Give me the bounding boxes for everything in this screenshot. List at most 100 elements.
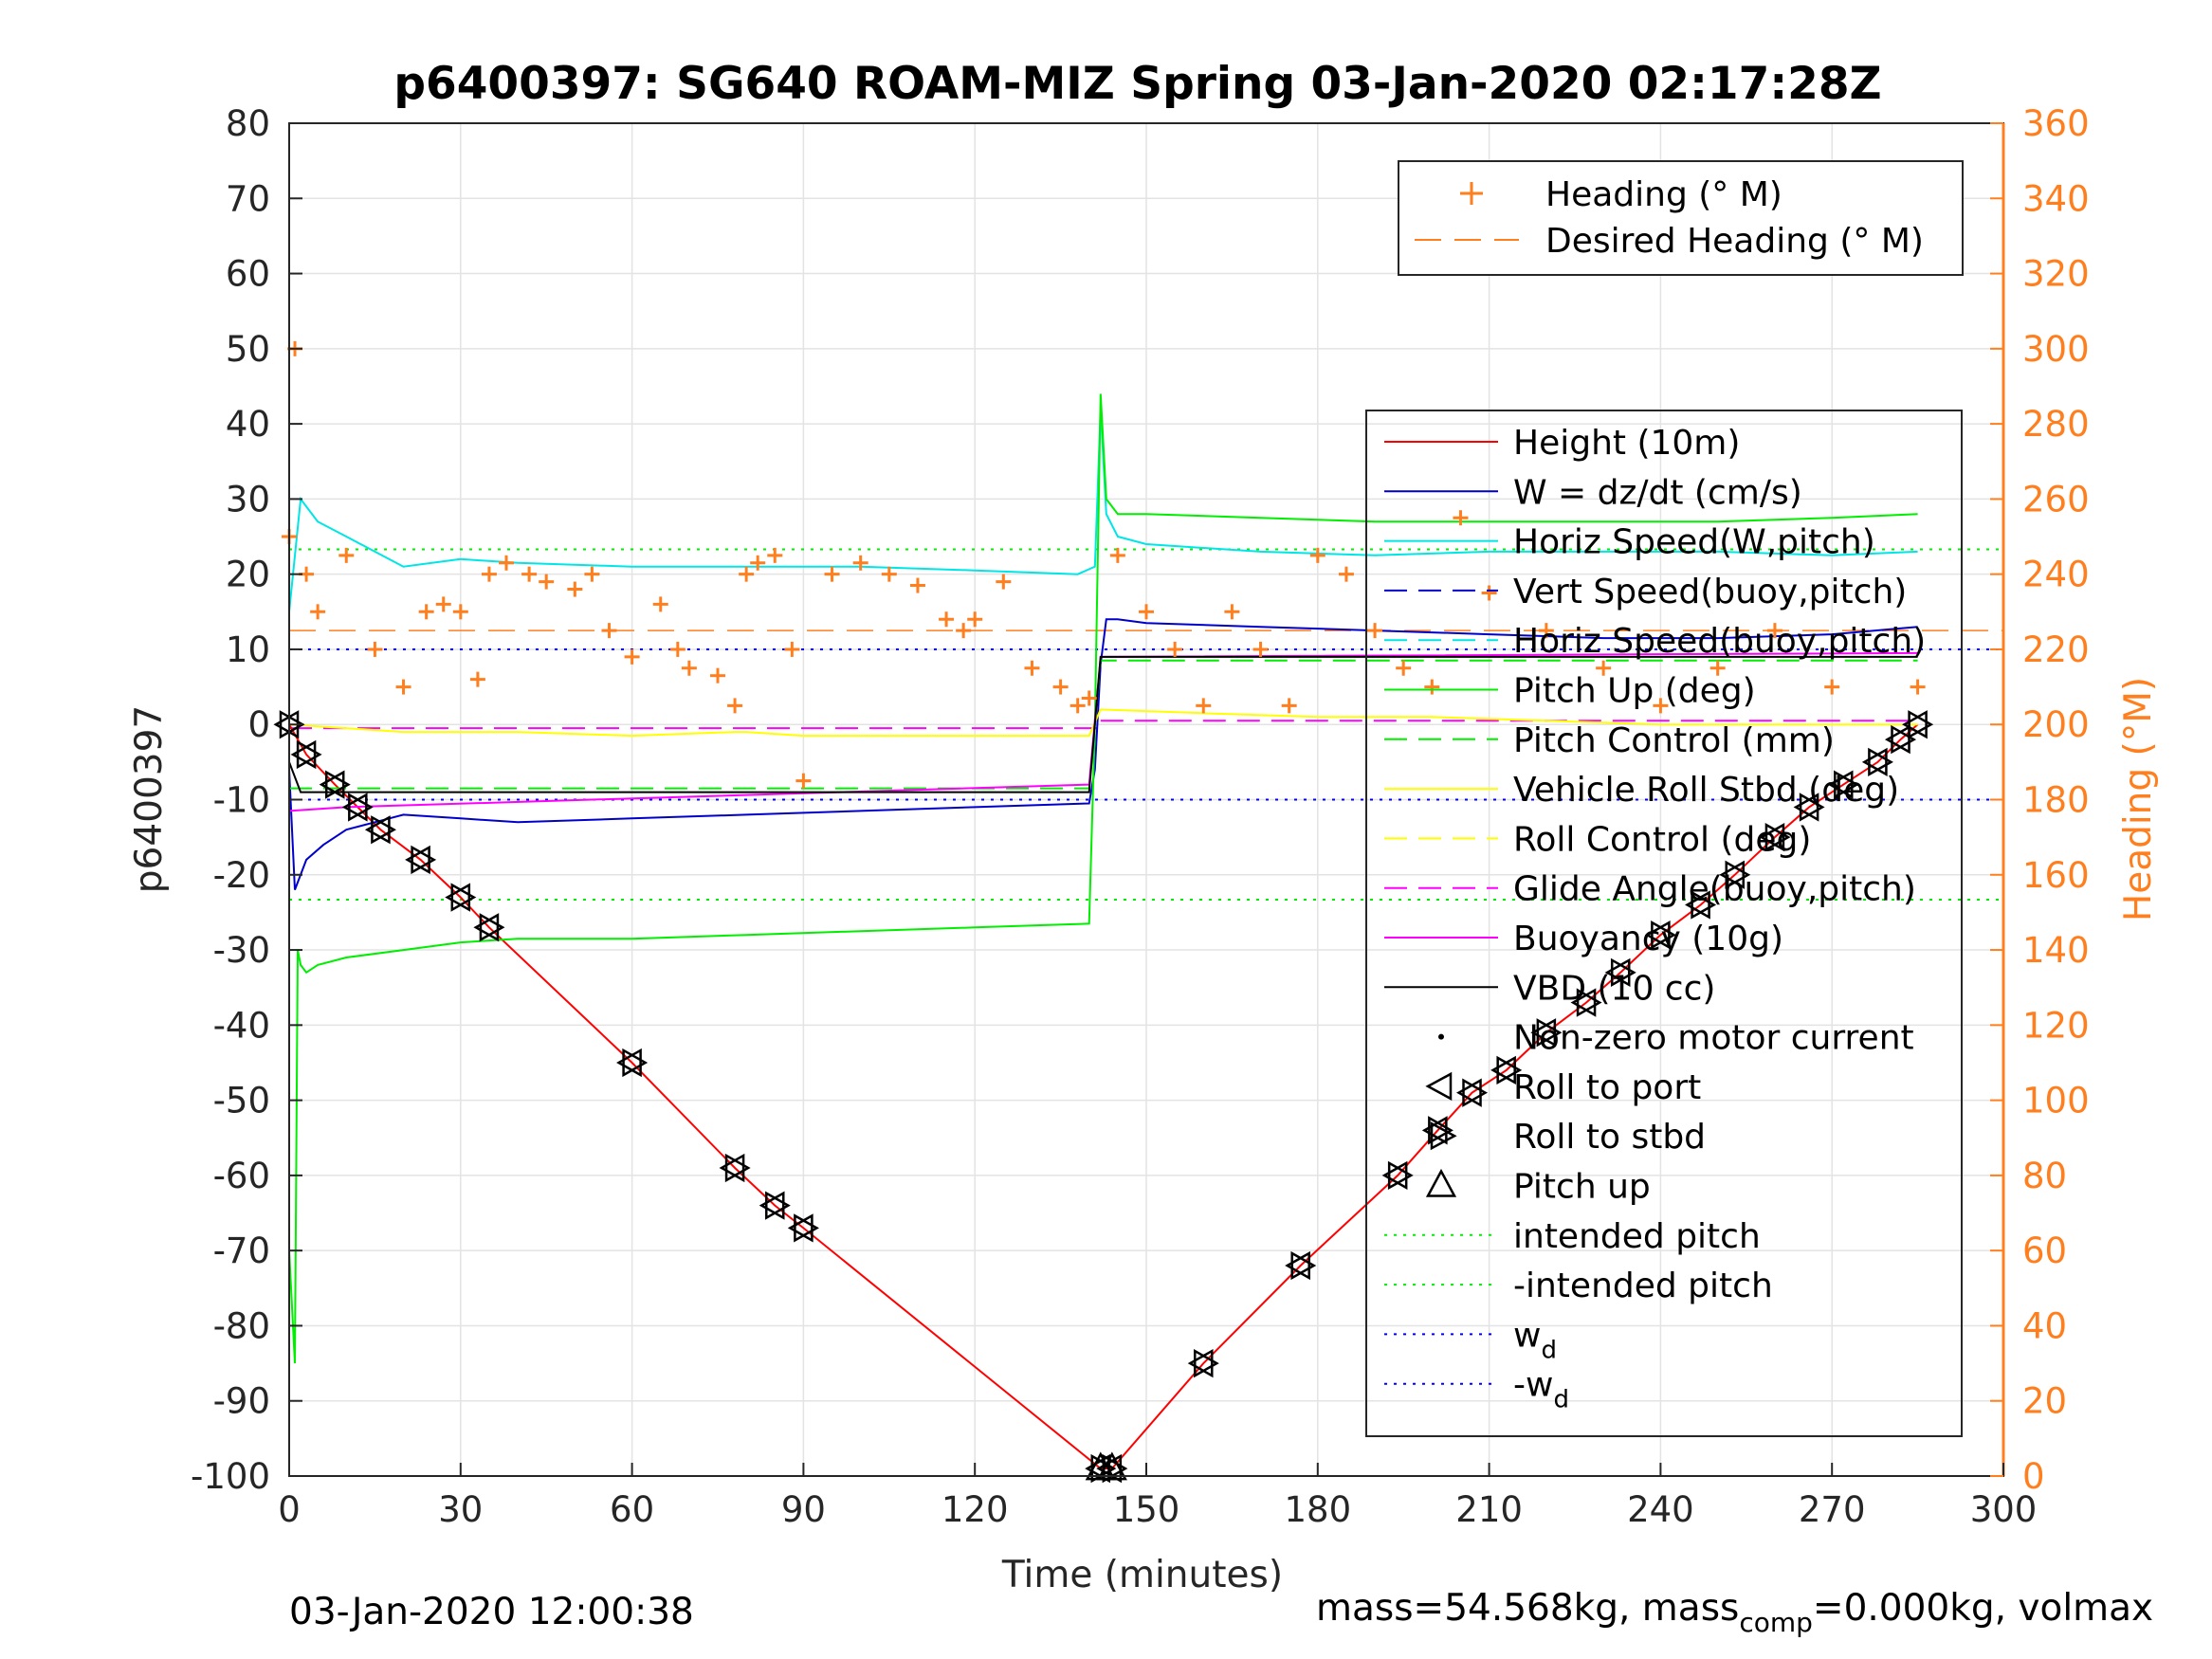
- roll-stbd-marker: [411, 845, 437, 875]
- heading-point: [1824, 679, 1840, 695]
- roll-stbd-marker: [622, 1048, 649, 1078]
- roll-port-marker: [1861, 747, 1888, 777]
- legend-label: Buoyancy (10g): [1513, 920, 1783, 958]
- roll-stbd-marker: [450, 883, 477, 912]
- motor-marker: [787, 1213, 819, 1243]
- series-line-7: [288, 655, 1918, 793]
- heading-point: [1453, 510, 1469, 526]
- motor-marker: [1604, 957, 1636, 987]
- roll-port-marker: [1381, 1160, 1408, 1191]
- legend-entry: intended pitch: [1384, 1217, 1761, 1256]
- heading-point: [469, 671, 485, 687]
- roll-port-marker: [1685, 890, 1710, 920]
- roll-port-marker: [1644, 921, 1671, 950]
- legend-entry: Non-zero motor current: [1438, 1019, 1914, 1058]
- y-tick-label: 20: [226, 555, 270, 595]
- y-tick-label: -100: [191, 1456, 270, 1497]
- heading-point: [1139, 604, 1154, 620]
- right-tick-label: 320: [2022, 254, 2090, 295]
- legend-entry: Glide Angle(buoy,pitch): [1384, 870, 1916, 909]
- roll-stbd-marker: [296, 739, 322, 770]
- heading-point: [584, 566, 600, 582]
- roll-stbd-marker: [1387, 1160, 1414, 1191]
- roll-port-marker: [1719, 860, 1745, 889]
- y-tick-label: -20: [213, 855, 270, 896]
- roll-stbd-marker: [1868, 747, 1893, 777]
- heading-point: [1481, 585, 1497, 601]
- roll-stbd-marker: [794, 1213, 819, 1243]
- roll-port-marker: [1827, 770, 1854, 799]
- heading-point: [1910, 679, 1926, 695]
- heading-point: [1196, 698, 1212, 714]
- right-tick-label: 240: [2022, 555, 2090, 595]
- legend-entry: Roll Control (deg): [1384, 820, 1811, 859]
- footer-timestamp: 03-Jan-2020 12:00:38: [289, 1591, 694, 1633]
- legend-entry: Pitch Control (mm): [1384, 721, 1835, 760]
- roll-stbd-marker: [1496, 1055, 1523, 1085]
- roll-stbd-marker: [724, 1153, 751, 1183]
- x-tick-label: 120: [941, 1489, 1009, 1530]
- legend-label: intended pitch: [1513, 1217, 1761, 1256]
- roll-stbd-marker: [371, 815, 396, 845]
- heading-point: [1109, 547, 1125, 563]
- left-axis-label: p6400397: [128, 705, 171, 893]
- heading-point: [909, 577, 925, 593]
- heading-point: [795, 773, 812, 789]
- motor-marker: [1861, 747, 1893, 777]
- heading-point: [967, 611, 983, 628]
- roll-port-marker: [1793, 793, 1819, 822]
- legend-label: Vehicle Roll Stbd (deg): [1513, 771, 1899, 810]
- motor-markers: [273, 710, 1934, 1484]
- heading-point: [739, 566, 755, 582]
- heading-point: [1766, 623, 1782, 639]
- roll-port-marker: [341, 793, 368, 822]
- y-tick-label: -60: [213, 1156, 270, 1196]
- roll-stbd-marker: [1290, 1250, 1317, 1281]
- legend-label: VBD (10 cc): [1513, 969, 1715, 1008]
- roll-port-marker: [759, 1191, 785, 1220]
- series-layer: [282, 340, 1926, 1470]
- motor-marker: [1685, 890, 1717, 920]
- legend-label: Pitch Control (mm): [1513, 721, 1835, 760]
- motor-marker: [1490, 1055, 1523, 1085]
- legend-entry: W = dz/dt (cm/s): [1384, 473, 1802, 512]
- heading-point: [1224, 604, 1240, 620]
- heading-point: [669, 641, 686, 657]
- heading-point: [767, 547, 783, 563]
- legend-label: Glide Angle(buoy,pitch): [1513, 870, 1916, 909]
- right-tick-label: 20: [2022, 1381, 2067, 1422]
- roll-port-marker: [364, 815, 391, 845]
- legend-heading: Heading (° M) Desired Heading (° M): [1398, 160, 1964, 276]
- heading-point: [1653, 698, 1669, 714]
- roll-port-marker: [1187, 1348, 1214, 1378]
- right-tick-label: 300: [2022, 329, 2090, 370]
- motor-marker: [1455, 1078, 1489, 1107]
- motor-marker: [290, 739, 322, 770]
- heading-point: [1709, 660, 1726, 676]
- legend-entry: Buoyancy (10g): [1384, 920, 1783, 958]
- legend-label: W = dz/dt (cm/s): [1513, 473, 1802, 512]
- x-axis-ticks: 0 30 60 90 120 150 180 210 240 270 300: [278, 1463, 2037, 1530]
- motor-marker: [1827, 770, 1859, 799]
- legend-label: Roll Control (deg): [1513, 820, 1811, 859]
- legend-entry: Vehicle Roll Stbd (deg): [1384, 771, 1899, 810]
- chart-title: p6400397: SG640 ROAM-MIZ Spring 03-Jan-2…: [393, 58, 1881, 110]
- y-tick-label: -80: [213, 1305, 270, 1346]
- y-tick-label: -90: [213, 1381, 270, 1422]
- legend-entry: Roll to port: [1425, 1068, 1701, 1107]
- motor-marker: [1884, 724, 1917, 755]
- roll-port-marker: [1285, 1250, 1310, 1281]
- heading-point: [539, 574, 555, 590]
- heading-point: [338, 547, 355, 563]
- legend-label: Vert Speed(buoy,pitch): [1513, 573, 1907, 611]
- legend-dot-icon: [1438, 1033, 1444, 1040]
- x-tick-label: 180: [1284, 1489, 1351, 1530]
- motor-marker: [1187, 1348, 1219, 1378]
- y-tick-label: 70: [226, 178, 270, 219]
- legend-label: wd: [1513, 1316, 1557, 1364]
- legend-entry: Vert Speed(buoy,pitch): [1384, 573, 1907, 611]
- motor-marker: [1285, 1250, 1317, 1281]
- motor-marker: [445, 883, 477, 912]
- footer-mass-info: mass=54.568kg, masscomp=0.000kg, volmax: [1316, 1587, 2153, 1638]
